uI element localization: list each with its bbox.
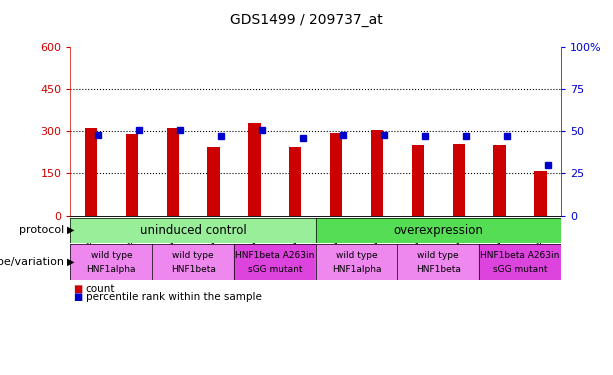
Text: wild type: wild type	[91, 251, 132, 260]
Bar	[167, 128, 179, 216]
Text: overexpression: overexpression	[394, 224, 483, 237]
Text: wild type: wild type	[336, 251, 378, 260]
Bar	[126, 134, 138, 216]
Bar	[493, 146, 506, 216]
Bar	[371, 130, 383, 216]
Text: HNF1beta: HNF1beta	[170, 265, 216, 274]
Bar	[452, 144, 465, 216]
Text: HNF1beta: HNF1beta	[416, 265, 461, 274]
Text: ▶: ▶	[67, 225, 75, 235]
Bar	[316, 244, 397, 280]
Bar	[207, 147, 219, 216]
Bar	[234, 244, 316, 280]
Bar	[152, 244, 234, 280]
Text: sGG mutant: sGG mutant	[493, 265, 547, 274]
Text: ■: ■	[74, 292, 83, 302]
Text: percentile rank within the sample: percentile rank within the sample	[86, 292, 262, 302]
Bar	[85, 128, 97, 216]
Bar	[412, 146, 424, 216]
Bar	[316, 217, 561, 243]
Bar	[397, 244, 479, 280]
Text: GDS1499 / 209737_at: GDS1499 / 209737_at	[230, 13, 383, 27]
Text: sGG mutant: sGG mutant	[248, 265, 302, 274]
Text: count: count	[86, 284, 115, 294]
Bar	[70, 217, 316, 243]
Text: HNF1beta A263in: HNF1beta A263in	[235, 251, 314, 260]
Text: wild type: wild type	[417, 251, 459, 260]
Text: protocol: protocol	[18, 225, 67, 235]
Text: ■: ■	[74, 284, 83, 294]
Text: genotype/variation: genotype/variation	[0, 257, 67, 267]
Bar	[70, 244, 152, 280]
Text: HNF1alpha: HNF1alpha	[86, 265, 136, 274]
Bar	[289, 147, 302, 216]
Text: ▶: ▶	[67, 257, 75, 267]
Bar	[248, 123, 261, 216]
Text: HNF1alpha: HNF1alpha	[332, 265, 381, 274]
Bar	[330, 133, 342, 216]
Text: HNF1beta A263in: HNF1beta A263in	[481, 251, 560, 260]
Bar	[535, 171, 547, 216]
Text: uninduced control: uninduced control	[140, 224, 246, 237]
Bar	[479, 244, 561, 280]
Text: wild type: wild type	[172, 251, 214, 260]
